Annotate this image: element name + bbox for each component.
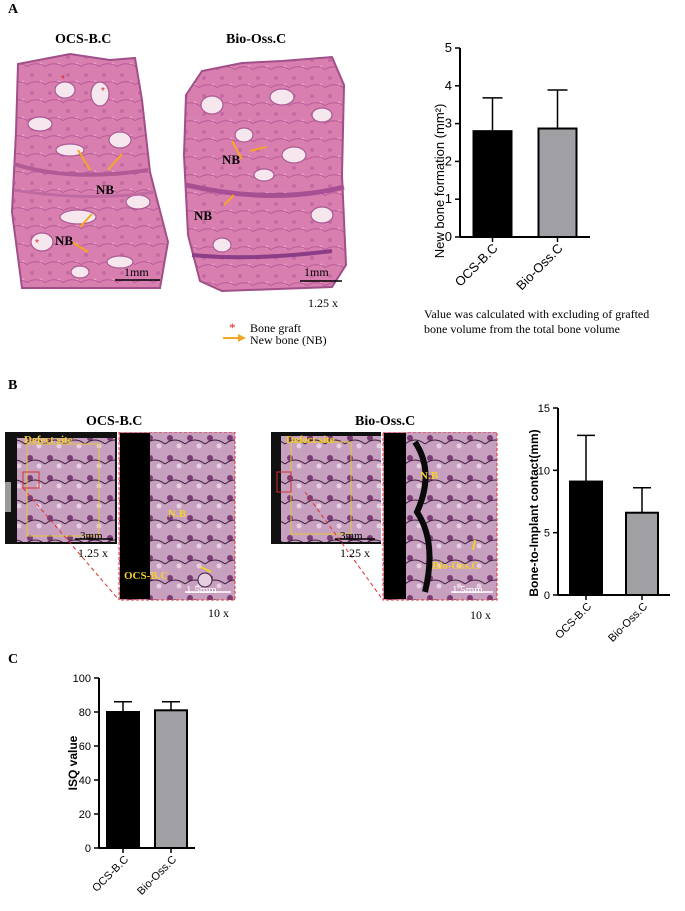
legend-new-bone: New bone (NB) (250, 333, 327, 347)
svg-text:*: * (61, 74, 65, 85)
bar-bio-oss-c (154, 709, 188, 849)
graft-label-b-left: OCS-B.C (124, 570, 169, 582)
legend-bone-graft: Bone graft (250, 321, 301, 335)
mag-b-right-high: 10 x (470, 608, 491, 622)
histology-ocs-he-image: * * * (10, 52, 170, 289)
bone-graft-star-icon: * (229, 320, 236, 335)
bar-bio-oss-c (537, 127, 578, 238)
y-tick-label: 0 (445, 229, 452, 244)
x-tick-label: Bio-Oss.C (135, 854, 179, 898)
panel-c-letter: C (8, 652, 19, 667)
bar-bio-oss-c (625, 511, 659, 596)
graft-label-b-right: Bio-Oss.C (432, 560, 480, 572)
scale-b-left-low: 3mm (80, 530, 103, 542)
x-tick-label: OCS-B.C (452, 241, 501, 290)
x-labels: OCS-B.C Bio-Oss.C (452, 241, 566, 293)
scale-bar-right-label: 1mm (304, 265, 329, 279)
nb-label-right-2: NB (194, 208, 213, 223)
nb-label-left-2: NB (55, 233, 74, 248)
mag-b-right-low: 1.25 x (340, 546, 370, 560)
scale-b-right-high: 1.5mm (452, 584, 483, 596)
scale-bar-left-label: 1mm (124, 265, 149, 279)
nb-label-left-1: NB (96, 182, 115, 197)
panel-b-letter: B (8, 378, 18, 393)
x-tick-label: OCS-B.C (553, 601, 594, 642)
defect-site-label-left: Defect site (24, 434, 73, 446)
chart-new-bone-formation: New bone formation (mm²) 0 1 2 3 4 5 OCS-B.C B… (432, 40, 590, 293)
y-tick-label: 0 (85, 843, 91, 855)
y-tick-label: 2 (445, 153, 452, 168)
mag-b-left-high: 10 x (208, 606, 229, 620)
y-tick-label: 15 (538, 403, 550, 415)
y-tick-label: 60 (79, 741, 91, 753)
histology-bio-oss-he-image (182, 55, 348, 293)
y-axis-label: ISQ value (66, 735, 80, 790)
arrow-icon (223, 334, 246, 342)
y-tick-label: 1 (445, 191, 452, 206)
bars (472, 89, 578, 238)
bars (106, 701, 188, 849)
y-tick-label: 10 (538, 465, 550, 477)
scale-b-left-high: 1.5mm (186, 584, 217, 596)
panel-b-left-title: OCS-B.C (86, 414, 143, 429)
y-tick-label: 0 (544, 590, 550, 602)
histology-b-images (5, 432, 498, 601)
x-labels: OCS-B.C Bio-Oss.C (90, 854, 179, 898)
y-tick-label: 3 (445, 116, 452, 131)
x-labels: OCS-B.C Bio-Oss.C (553, 601, 650, 645)
nb-label-right-1: NB (222, 152, 241, 167)
y-tick-label: 100 (73, 673, 91, 685)
panel-a-letter: A (8, 2, 19, 17)
chart-isq-value: ISQ value 0 20 40 60 80 100 OCS-B.C Bio-Oss.C (66, 673, 195, 898)
y-tick-label: 80 (79, 707, 91, 719)
y-tick-label: 20 (79, 809, 91, 821)
scale-b-right-low: 3mm (340, 530, 363, 542)
y-axis-label: Bone-to-Implant contact(mm) (527, 429, 541, 596)
x-tick-label: Bio-Oss.C (513, 241, 565, 293)
panel-a-note: Value was calculated with excluding of g… (424, 307, 650, 336)
y-tick-label: 5 (544, 528, 550, 540)
y-tick-label: 5 (445, 40, 452, 55)
chart-bone-to-implant-contact: Bone-to-Implant contact(mm) 0 5 10 15 OCS-B… (527, 403, 670, 645)
x-tick-label: Bio-Oss.C (606, 601, 650, 645)
y-axis: 0 20 40 60 80 100 (73, 673, 195, 855)
panel-b-right-title: Bio-Oss.C (355, 414, 416, 429)
nb-label-b-left: N.B (168, 508, 187, 520)
bars (569, 434, 659, 596)
y-axis-label: New bone formation (mm²) (432, 104, 447, 259)
panel-a-left-title: OCS-B.C (55, 32, 112, 47)
bar-ocs-b-c (569, 480, 603, 596)
svg-text:*: * (35, 238, 39, 249)
panel-a-right-title: Bio-Oss.C (226, 32, 287, 47)
bar-ocs-b-c (472, 130, 513, 238)
magnification-a: 1.25 x (308, 296, 338, 310)
nb-label-b-right: N.B (420, 470, 439, 482)
svg-text:*: * (101, 86, 105, 97)
mag-b-left-low: 1.25 x (78, 546, 108, 560)
bar-ocs-b-c (106, 711, 140, 849)
y-tick-label: 40 (79, 775, 91, 787)
y-tick-label: 4 (445, 78, 452, 93)
x-tick-label: OCS-B.C (90, 854, 131, 895)
defect-site-label-right: Defect site (286, 434, 335, 446)
